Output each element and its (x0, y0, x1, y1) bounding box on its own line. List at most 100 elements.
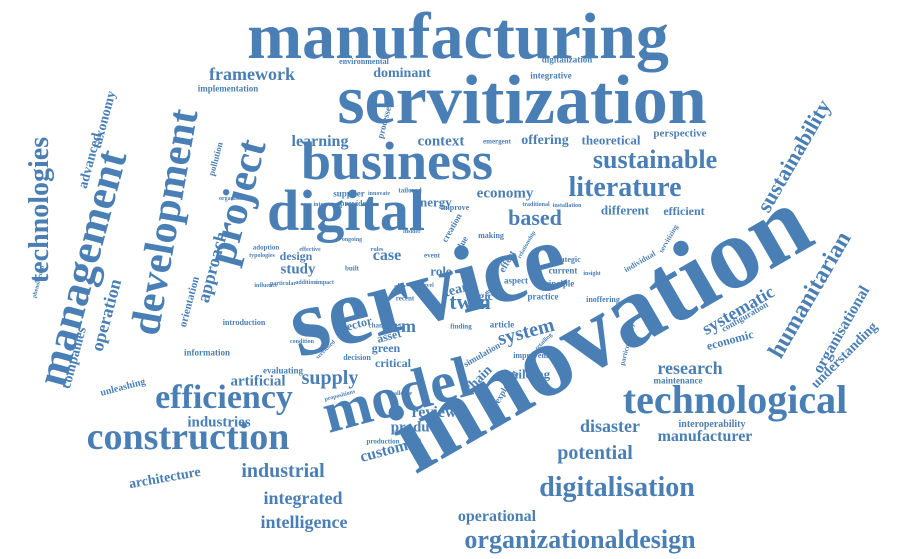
word-business: business (300, 131, 494, 191)
word-condition: condition (289, 339, 315, 345)
word-unleashing: unleashing (99, 376, 147, 399)
word-environmental: environmental (339, 57, 389, 66)
word-finding: finding (450, 322, 472, 331)
word-traditional: traditional (522, 202, 550, 208)
word-insider: insider (403, 229, 421, 235)
word-digitalisation: digitalisation (539, 472, 695, 503)
word-disaster: disaster (580, 416, 640, 436)
word-level: level (422, 283, 434, 289)
word-digitalization: digitalization (541, 54, 593, 65)
word-operational: operational (457, 508, 537, 525)
word-efficient: efficient (663, 204, 705, 218)
word-production: production (366, 437, 400, 446)
word-learning: learning (291, 133, 349, 150)
word-practice: practice (527, 291, 559, 302)
word-integrative: integrative (530, 70, 572, 81)
word-dominant: dominant (373, 66, 431, 81)
word-tailored: tailored (398, 186, 422, 195)
word-efficiency: efficiency (155, 379, 293, 416)
word-digital: digital (267, 178, 425, 243)
word-artificial: artificial (230, 373, 286, 390)
word-supply: supply (301, 367, 359, 389)
word-literature: literature (568, 172, 682, 203)
word-approach: approach (192, 229, 232, 305)
word-study: study (280, 261, 316, 278)
word-provide: provide (339, 199, 367, 208)
word-architecture: architecture (127, 464, 202, 493)
word-integrate: integrate (313, 202, 337, 208)
word-challenge: challenge (388, 391, 412, 397)
word-sustainable: sustainable (592, 145, 718, 174)
word-industries: industries (187, 414, 251, 431)
word-twin: twin (449, 289, 491, 314)
word-improvement: improvement (513, 351, 559, 360)
word-typologies: typologies (249, 253, 275, 259)
word-energy: energy (414, 194, 452, 210)
word-supplier: supplier (333, 188, 365, 199)
word-integrated: integrated (263, 488, 343, 508)
word-emergent: emergent (483, 137, 511, 146)
word-theoretical: theoretical (581, 132, 641, 148)
word-sustainability: sustainability (751, 94, 836, 217)
word-article: article (489, 319, 515, 330)
word-particular: particular (270, 281, 296, 287)
word-based: based (508, 205, 562, 230)
word-influence: influence (254, 283, 278, 289)
word-current: current (548, 265, 578, 276)
word-green: green (371, 341, 401, 355)
word-critical: critical (375, 356, 411, 370)
word-intelligence: intelligence (260, 512, 348, 532)
word-firm: firm (382, 316, 416, 336)
word-improve: improve (440, 203, 470, 212)
word-different: different (600, 202, 650, 218)
word-industrial: industrial (241, 460, 325, 482)
word-framework: framework (209, 64, 295, 84)
word-research: research (657, 358, 723, 378)
word-recent: recent (395, 294, 415, 303)
word-logic: logic (469, 289, 493, 303)
word-review: review (411, 404, 457, 421)
word-introduction: introduction (222, 318, 266, 327)
word-maintenance: maintenance (653, 375, 703, 386)
word-organisation: organisation (218, 196, 252, 202)
word-technological: technological (622, 377, 848, 422)
word-manufacturing: manufacturing (247, 0, 669, 73)
word-site: site (394, 282, 406, 291)
word-effective: effective (299, 247, 321, 253)
word-event: event (424, 251, 440, 260)
word-change: change (368, 321, 390, 330)
word-aspect: aspect (504, 275, 528, 286)
word-economy: economy (476, 185, 534, 202)
word-organizationaldesign: organizationaldesign (464, 525, 696, 554)
word-innovate: innovate (367, 191, 391, 197)
word-inoffering: inoffering (586, 295, 620, 304)
word-rules: rules (370, 247, 384, 253)
word-orientation: orientation (176, 275, 203, 329)
word-product: product (390, 419, 442, 436)
word-strategic: strategic (551, 255, 581, 264)
word-case: case (372, 247, 402, 264)
word-servitization: servitization (337, 62, 707, 139)
word-manufacturer: manufacturer (657, 428, 753, 445)
word-making: making (478, 231, 504, 240)
word-insight: insight (583, 271, 601, 277)
word-interoperability: interoperability (678, 419, 746, 430)
word-information: information (184, 347, 230, 358)
word-evaluating: evaluating (262, 365, 304, 376)
word-built: built (344, 264, 360, 273)
word-technologies: technologies (24, 136, 55, 284)
word-adoption: adoption (252, 243, 280, 252)
word-principle: principle (539, 278, 575, 289)
word-decision: decision (343, 353, 371, 362)
word-context: context (417, 133, 465, 150)
word-building: building (503, 366, 551, 382)
word-ongoing: ongoing (341, 237, 363, 243)
word-installation: installation (552, 203, 582, 209)
word-design: design (279, 249, 313, 263)
word-taxonomy: taxonomy (89, 89, 120, 151)
word-impact: impact (316, 280, 334, 286)
word-construction: construction (86, 416, 290, 458)
word-addition: addition (295, 280, 317, 286)
word-role: role (430, 263, 452, 279)
